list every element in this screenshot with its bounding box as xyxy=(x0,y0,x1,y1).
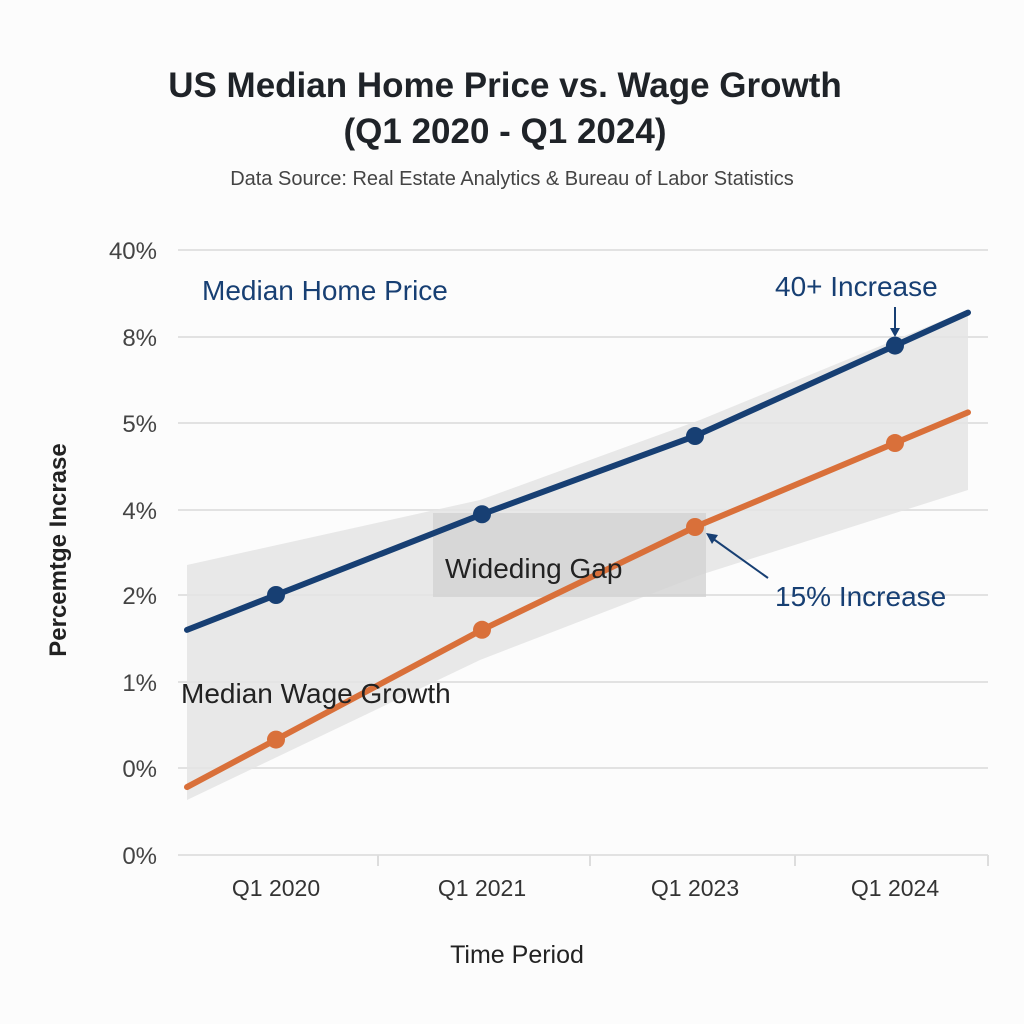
home-price-label: Median Home Price xyxy=(202,275,448,306)
wage-increase-arrowhead xyxy=(706,533,718,544)
chart-title-line1: US Median Home Price vs. Wage Growth xyxy=(168,66,842,105)
data-point xyxy=(267,586,285,604)
wage-increase-label: 15% Increase xyxy=(775,581,946,612)
data-point xyxy=(686,518,704,536)
x-tick-label: Q1 2023 xyxy=(651,875,739,901)
data-point xyxy=(473,505,491,524)
x-tick-label: Q1 2020 xyxy=(232,875,320,901)
y-tick-label: 5% xyxy=(122,411,157,438)
data-point xyxy=(267,730,285,749)
x-tick-label: Q1 2021 xyxy=(438,875,526,901)
y-tick-label: 2% xyxy=(122,583,157,610)
wage-growth-label: Median Wage Growth xyxy=(181,678,451,709)
data-point xyxy=(886,336,904,355)
y-tick-label: 0% xyxy=(122,756,157,783)
data-point xyxy=(886,434,904,453)
chart-title-line2: (Q1 2020 - Q1 2024) xyxy=(343,112,667,151)
series-line-1 xyxy=(184,409,971,791)
x-tick-label: Q1 2024 xyxy=(851,875,939,901)
home-increase-label: 40+ Increase xyxy=(775,271,938,302)
y-axis-title: Percemtge Incrase xyxy=(45,443,72,656)
gap-label: Wideding Gap xyxy=(445,553,622,584)
y-tick-label: 1% xyxy=(122,670,157,697)
y-tick-label: 4% xyxy=(122,498,157,525)
wage-increase-arrow xyxy=(711,537,769,579)
home-increase-arrowhead xyxy=(890,328,900,337)
chart-subtitle: Data Source: Real Estate Analytics & Bur… xyxy=(230,168,794,190)
x-axis-title: Time Period xyxy=(450,941,584,969)
y-tick-label: 0% xyxy=(122,843,157,870)
y-tick-label: 40% xyxy=(109,238,157,265)
series-line-0 xyxy=(184,309,971,633)
data-point xyxy=(686,427,704,446)
data-point xyxy=(473,620,491,639)
widening-gap-box xyxy=(433,513,706,597)
y-tick-label: 8% xyxy=(122,325,157,352)
